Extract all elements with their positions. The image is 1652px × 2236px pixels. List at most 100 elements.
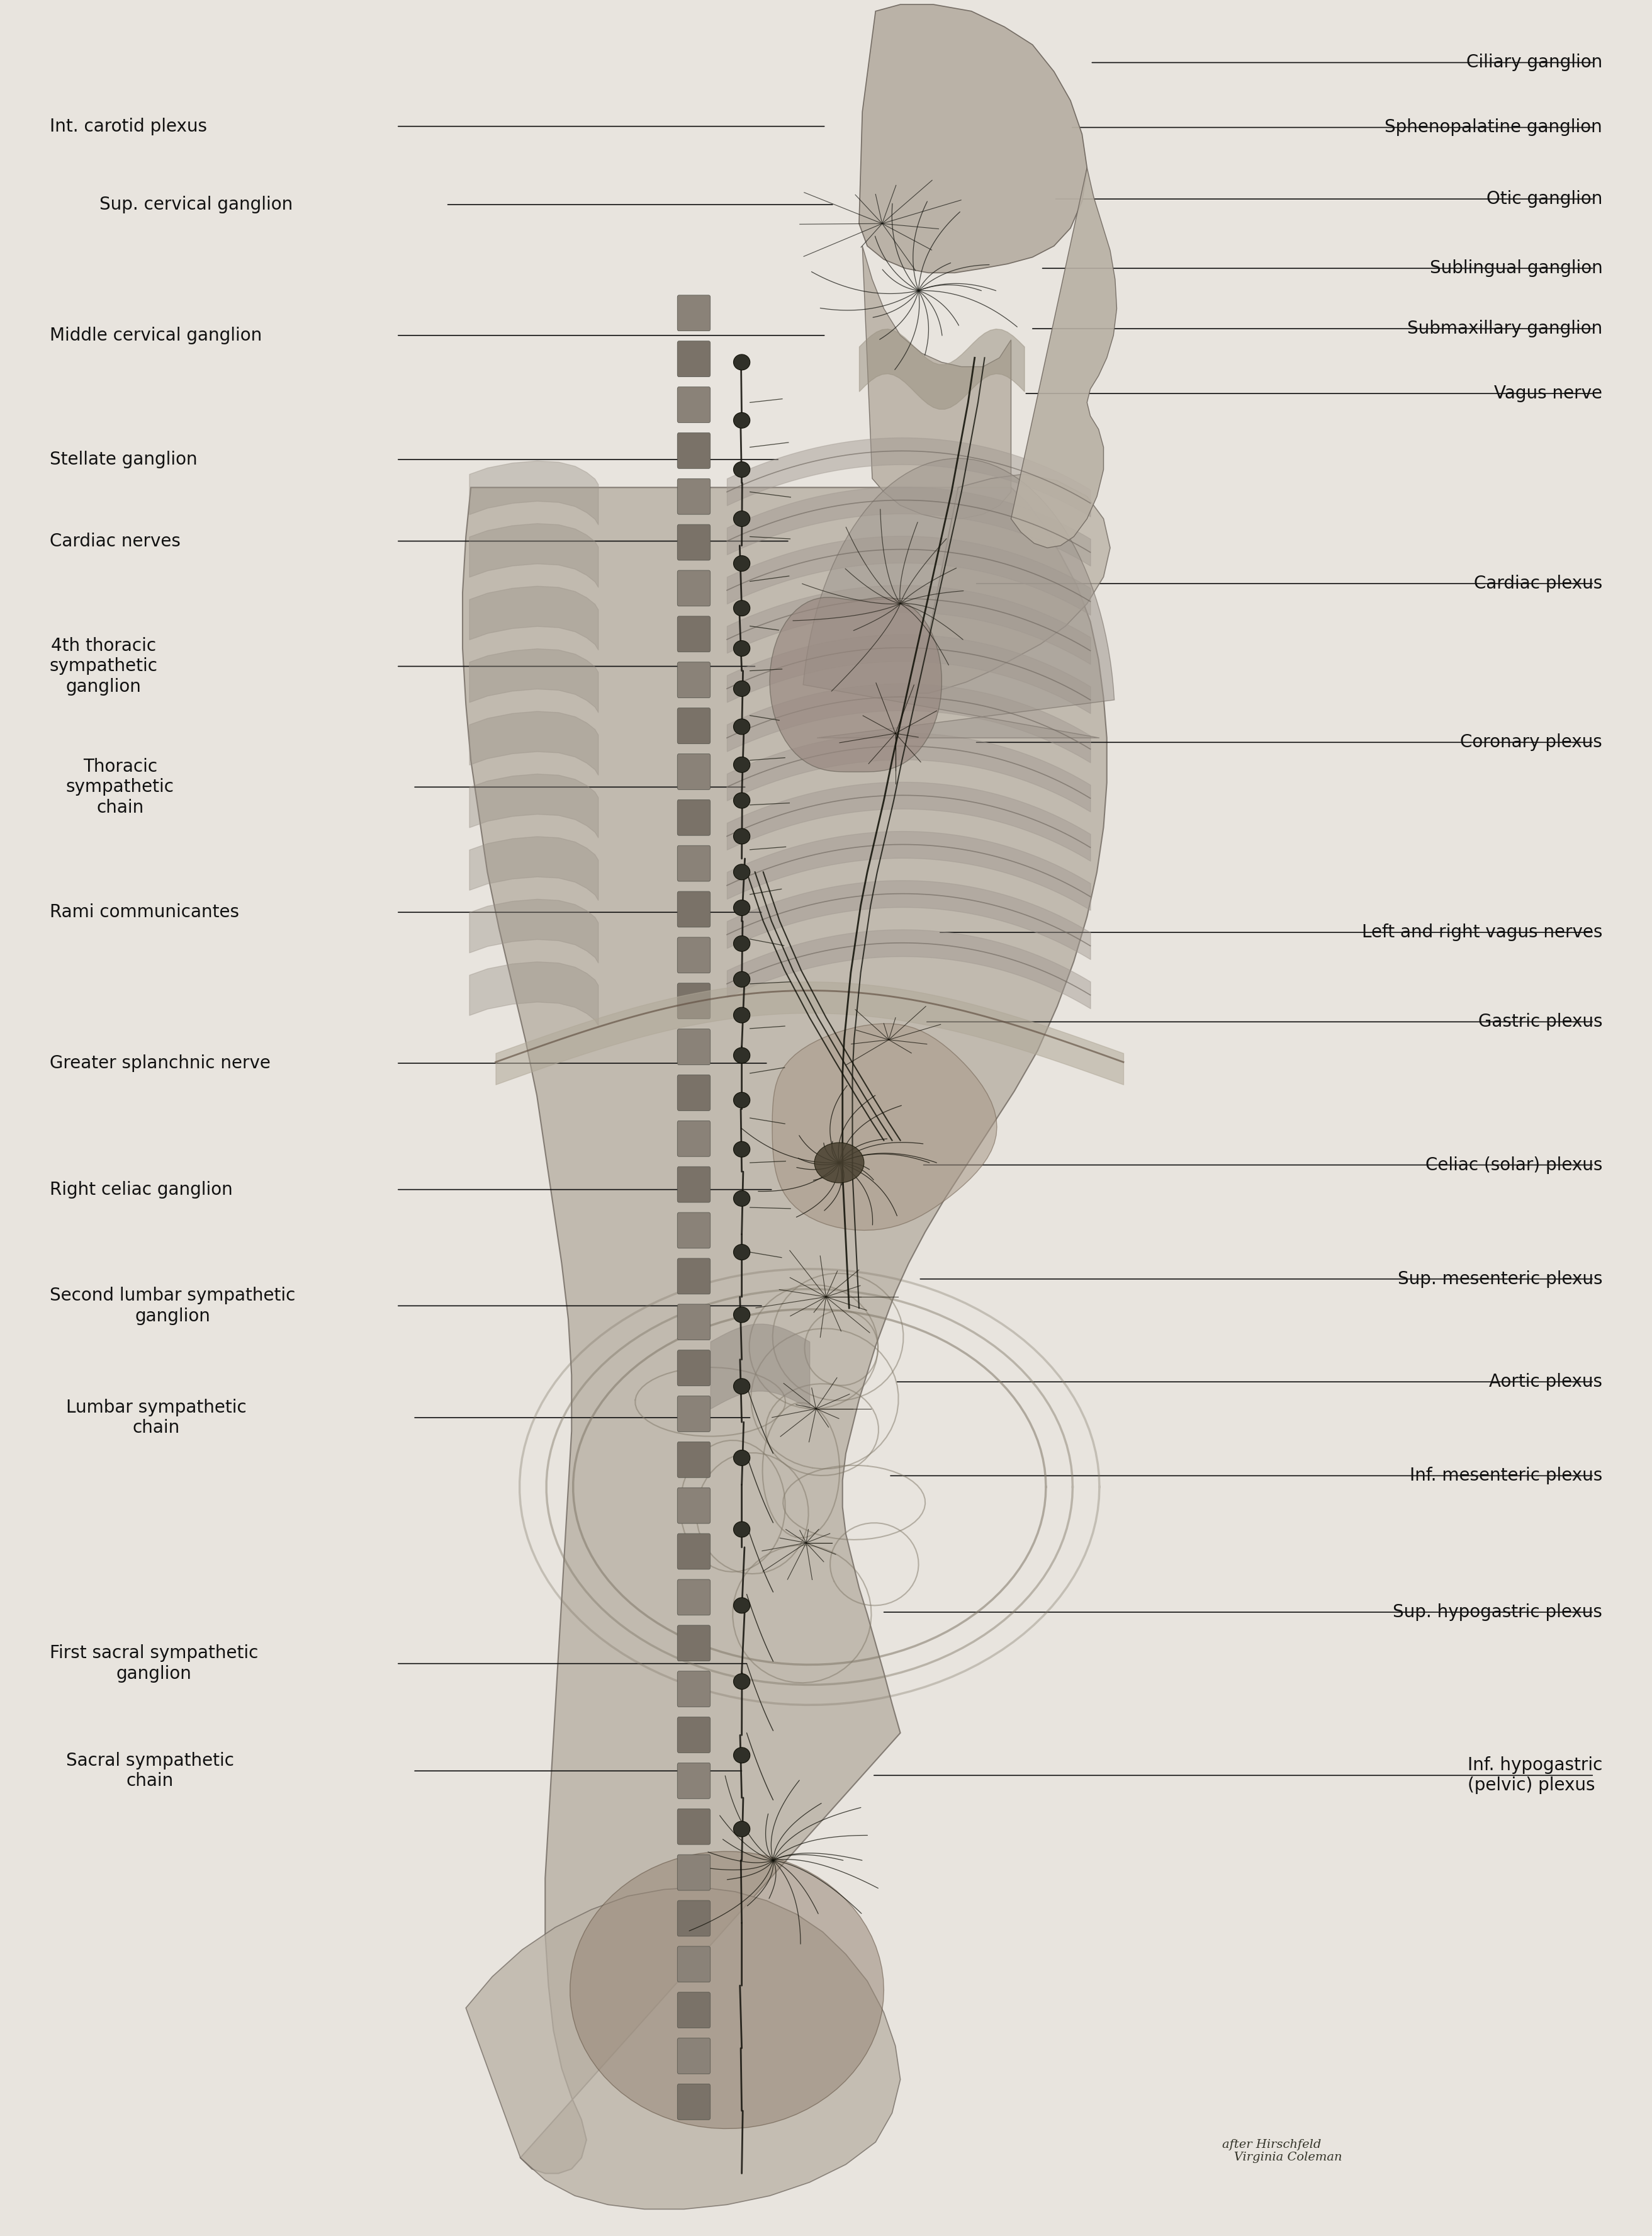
- Text: Sublingual ganglion: Sublingual ganglion: [1429, 259, 1602, 277]
- Text: Inf. mesenteric plexus: Inf. mesenteric plexus: [1409, 1467, 1602, 1485]
- FancyBboxPatch shape: [677, 434, 710, 470]
- Polygon shape: [859, 4, 1087, 273]
- Text: Inf. hypogastric
(pelvic) plexus: Inf. hypogastric (pelvic) plexus: [1467, 1755, 1602, 1796]
- Text: Sup. mesenteric plexus: Sup. mesenteric plexus: [1398, 1270, 1602, 1288]
- Ellipse shape: [733, 512, 750, 525]
- FancyBboxPatch shape: [677, 570, 710, 606]
- Text: Middle cervical ganglion: Middle cervical ganglion: [50, 326, 261, 344]
- FancyBboxPatch shape: [677, 1809, 710, 1845]
- FancyBboxPatch shape: [677, 1901, 710, 1936]
- Polygon shape: [1011, 168, 1117, 548]
- Text: Thoracic
sympathetic
chain: Thoracic sympathetic chain: [66, 758, 175, 816]
- Polygon shape: [570, 1851, 884, 2129]
- FancyBboxPatch shape: [677, 295, 710, 331]
- Text: Sacral sympathetic
chain: Sacral sympathetic chain: [66, 1751, 235, 1791]
- Ellipse shape: [733, 1093, 750, 1109]
- FancyBboxPatch shape: [677, 1992, 710, 2028]
- Ellipse shape: [733, 1599, 750, 1614]
- FancyBboxPatch shape: [677, 1945, 710, 1981]
- FancyBboxPatch shape: [677, 1395, 710, 1431]
- Polygon shape: [862, 246, 1011, 519]
- FancyBboxPatch shape: [677, 1351, 710, 1386]
- Ellipse shape: [733, 1451, 750, 1467]
- FancyBboxPatch shape: [677, 1626, 710, 1661]
- FancyBboxPatch shape: [677, 1167, 710, 1203]
- FancyBboxPatch shape: [677, 1442, 710, 1478]
- Ellipse shape: [733, 901, 750, 917]
- Ellipse shape: [733, 1190, 750, 1207]
- FancyBboxPatch shape: [677, 845, 710, 881]
- Ellipse shape: [733, 1243, 750, 1261]
- Text: Right celiac ganglion: Right celiac ganglion: [50, 1181, 233, 1198]
- Ellipse shape: [733, 411, 750, 427]
- Ellipse shape: [733, 1520, 750, 1538]
- Polygon shape: [771, 1024, 996, 1230]
- FancyBboxPatch shape: [677, 1259, 710, 1295]
- Ellipse shape: [733, 720, 750, 733]
- FancyBboxPatch shape: [677, 937, 710, 973]
- Text: First sacral sympathetic
ganglion: First sacral sympathetic ganglion: [50, 1643, 258, 1684]
- FancyBboxPatch shape: [677, 1029, 710, 1064]
- FancyBboxPatch shape: [677, 1762, 710, 1798]
- FancyBboxPatch shape: [677, 800, 710, 836]
- Ellipse shape: [733, 970, 750, 988]
- Ellipse shape: [733, 1046, 750, 1064]
- FancyBboxPatch shape: [677, 1487, 710, 1523]
- Text: Greater splanchnic nerve: Greater splanchnic nerve: [50, 1055, 271, 1071]
- Ellipse shape: [733, 1306, 750, 1324]
- Ellipse shape: [733, 1006, 750, 1024]
- Ellipse shape: [733, 557, 750, 572]
- Ellipse shape: [733, 758, 750, 774]
- Ellipse shape: [733, 1749, 750, 1762]
- FancyBboxPatch shape: [677, 342, 710, 378]
- Text: Second lumbar sympathetic
ganglion: Second lumbar sympathetic ganglion: [50, 1286, 296, 1326]
- Text: Cardiac nerves: Cardiac nerves: [50, 532, 180, 550]
- Text: Coronary plexus: Coronary plexus: [1460, 733, 1602, 751]
- Text: Aortic plexus: Aortic plexus: [1488, 1373, 1602, 1391]
- FancyBboxPatch shape: [677, 892, 710, 928]
- Polygon shape: [917, 474, 1110, 693]
- FancyBboxPatch shape: [677, 617, 710, 653]
- Ellipse shape: [733, 599, 750, 617]
- Text: Submaxillary ganglion: Submaxillary ganglion: [1408, 320, 1602, 338]
- Text: Cardiac plexus: Cardiac plexus: [1474, 575, 1602, 593]
- Ellipse shape: [733, 1143, 750, 1158]
- Text: Int. carotid plexus: Int. carotid plexus: [50, 119, 206, 134]
- Ellipse shape: [733, 463, 750, 479]
- Ellipse shape: [733, 682, 750, 698]
- FancyBboxPatch shape: [677, 1670, 710, 1706]
- FancyBboxPatch shape: [677, 709, 710, 745]
- Text: Sup. hypogastric plexus: Sup. hypogastric plexus: [1393, 1603, 1602, 1621]
- Text: Rami communicantes: Rami communicantes: [50, 903, 240, 921]
- Polygon shape: [770, 597, 942, 771]
- Ellipse shape: [733, 937, 750, 953]
- FancyBboxPatch shape: [677, 1304, 710, 1339]
- Ellipse shape: [733, 1377, 750, 1395]
- Ellipse shape: [733, 642, 750, 657]
- Ellipse shape: [733, 830, 750, 845]
- FancyBboxPatch shape: [677, 1579, 710, 1614]
- FancyBboxPatch shape: [677, 1717, 710, 1753]
- FancyBboxPatch shape: [677, 1120, 710, 1156]
- FancyBboxPatch shape: [677, 387, 710, 423]
- FancyBboxPatch shape: [677, 1534, 710, 1570]
- Text: Stellate ganglion: Stellate ganglion: [50, 452, 197, 467]
- FancyBboxPatch shape: [677, 2037, 710, 2073]
- Ellipse shape: [733, 1673, 750, 1690]
- FancyBboxPatch shape: [677, 1076, 710, 1111]
- Ellipse shape: [814, 1143, 864, 1183]
- FancyBboxPatch shape: [677, 1854, 710, 1889]
- Text: Left and right vagus nerves: Left and right vagus nerves: [1361, 923, 1602, 941]
- Text: Celiac (solar) plexus: Celiac (solar) plexus: [1426, 1156, 1602, 1174]
- FancyBboxPatch shape: [677, 2084, 710, 2120]
- Text: Lumbar sympathetic
chain: Lumbar sympathetic chain: [66, 1398, 246, 1438]
- FancyBboxPatch shape: [677, 754, 710, 789]
- Text: 4th thoracic
sympathetic
ganglion: 4th thoracic sympathetic ganglion: [50, 637, 159, 695]
- Text: Gastric plexus: Gastric plexus: [1479, 1013, 1602, 1031]
- Ellipse shape: [733, 356, 750, 369]
- FancyBboxPatch shape: [677, 525, 710, 561]
- FancyBboxPatch shape: [677, 984, 710, 1020]
- FancyBboxPatch shape: [677, 662, 710, 698]
- Polygon shape: [463, 487, 1107, 2173]
- Text: Ciliary ganglion: Ciliary ganglion: [1467, 54, 1602, 72]
